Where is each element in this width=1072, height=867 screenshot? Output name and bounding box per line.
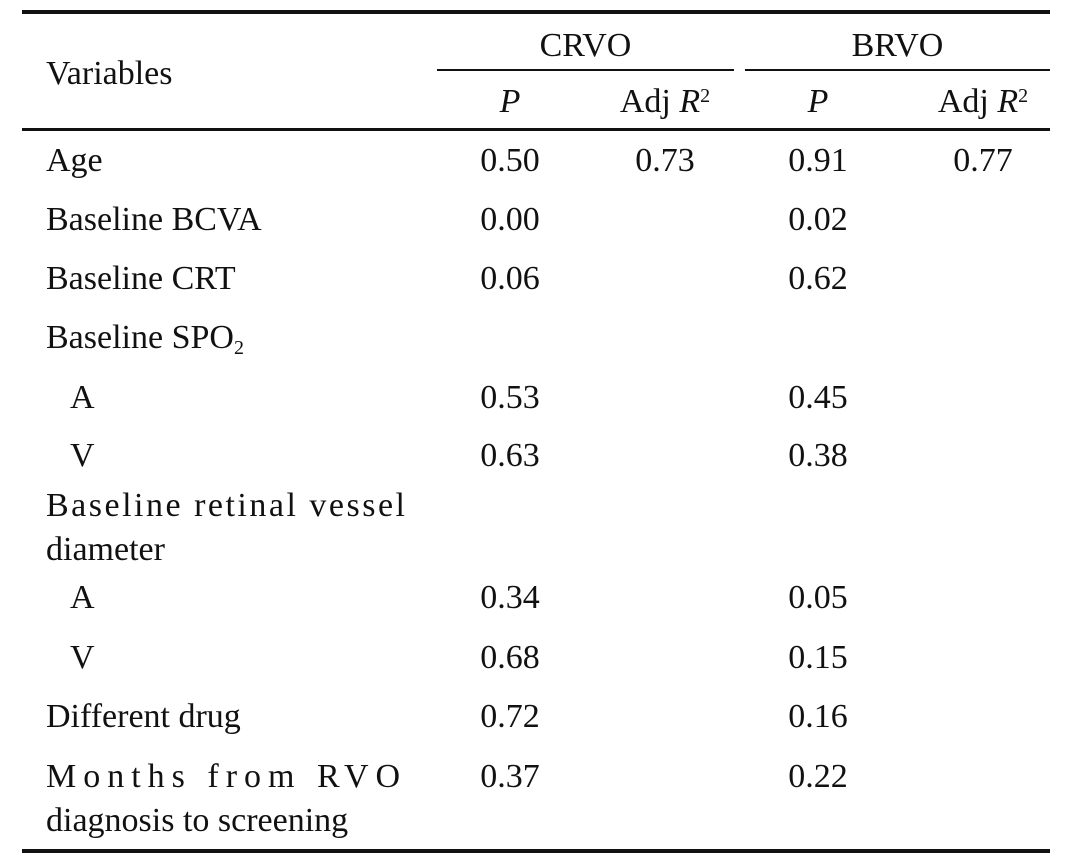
row-label-line-1: Baseline retinal vessel [46,487,408,524]
row-label: A [70,379,95,416]
cell-brvo-p: 0.05 [788,579,848,616]
row-label: Different drug [46,698,241,735]
adj-label: Adj [619,83,680,120]
bottom-rule [22,849,1050,853]
brvo-group-rule [745,69,1050,71]
r-superscript: 2 [1018,85,1029,107]
header-group-crvo: CRVO [539,27,632,64]
cell-crvo-adj: 0.73 [635,142,695,179]
cell-crvo-p: 0.63 [480,437,540,474]
r-label: R [997,83,1019,120]
row-label-line-1: Months from RVO [46,758,408,795]
cell-brvo-p: 0.45 [788,379,848,416]
cell-crvo-p: 0.37 [480,758,540,795]
top-rule [22,10,1050,14]
header-bottom-rule [22,128,1050,131]
row-label: Baseline CRT [46,260,236,297]
header-crvo-p: P [499,83,521,120]
cell-brvo-p: 0.15 [788,639,848,676]
adj-label: Adj [937,83,998,120]
cell-brvo-p: 0.02 [788,201,848,238]
r-label: R [679,83,701,120]
header-brvo-p: P [807,83,829,120]
cell-crvo-p: 0.50 [480,142,540,179]
header-group-brvo: BRVO [851,27,944,64]
cell-brvo-p: 0.91 [788,142,848,179]
row-label: Age [46,142,103,179]
cell-crvo-p: 0.53 [480,379,540,416]
row-label-text: Baseline SPO [46,319,234,356]
row-label: Baseline SPO2 [46,318,244,359]
header-brvo-adj: Adj R2 [898,82,1068,122]
r-superscript: 2 [700,85,711,107]
cell-crvo-p: 0.72 [480,698,540,735]
cell-crvo-p: 0.34 [480,579,540,616]
cell-brvo-p: 0.22 [788,758,848,795]
row-label: V [70,437,95,474]
cell-brvo-p: 0.38 [788,437,848,474]
header-crvo-adj: Adj R2 [590,82,740,122]
row-label-line-2: diameter [46,531,165,568]
header-variables: Variables [46,55,173,92]
cell-crvo-p: 0.68 [480,639,540,676]
row-label: V [70,639,95,676]
cell-brvo-adj: 0.77 [953,142,1013,179]
row-label-line-2: diagnosis to screening [46,802,349,839]
cell-brvo-p: 0.62 [788,260,848,297]
row-label: Baseline BCVA [46,201,262,238]
cell-crvo-p: 0.00 [480,201,540,238]
row-label-subscript: 2 [233,337,244,359]
cell-brvo-p: 0.16 [788,698,848,735]
crvo-group-rule [437,69,734,71]
row-label: A [70,579,95,616]
cell-crvo-p: 0.06 [480,260,540,297]
